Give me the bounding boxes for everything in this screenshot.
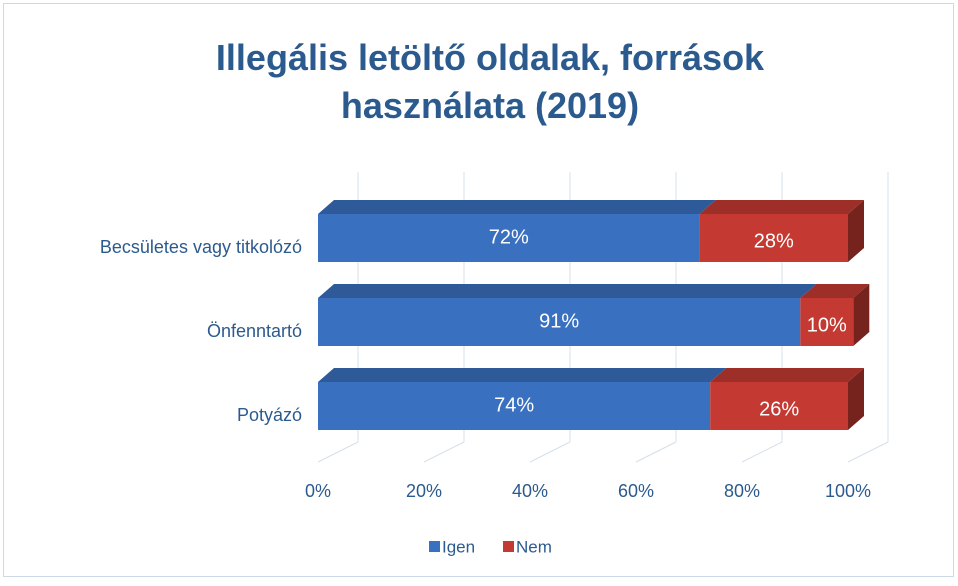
bar bbox=[699, 214, 848, 262]
legend-swatch bbox=[429, 541, 440, 552]
grid-line bbox=[847, 441, 889, 463]
x-tick-label: 20% bbox=[406, 481, 442, 501]
data-label: 91% bbox=[539, 310, 579, 332]
bar-top bbox=[710, 368, 864, 382]
bar-side bbox=[853, 284, 870, 346]
grid-line bbox=[529, 441, 571, 463]
bar bbox=[318, 214, 700, 262]
chart-title: Illegális letöltő oldalak, források haszn… bbox=[216, 37, 765, 126]
bar-top bbox=[318, 200, 716, 214]
x-tick-label: 60% bbox=[618, 481, 654, 501]
grid-line bbox=[317, 441, 359, 463]
bar bbox=[710, 382, 848, 430]
bar-side bbox=[848, 200, 864, 262]
bar-top bbox=[699, 200, 864, 214]
data-label: 72% bbox=[489, 226, 529, 248]
y-tick-label: Önfenntartó bbox=[207, 321, 302, 341]
bar-top bbox=[800, 284, 870, 298]
grid-line bbox=[741, 441, 783, 463]
data-label: 26% bbox=[759, 398, 799, 420]
data-label: 74% bbox=[494, 394, 534, 416]
grid-line bbox=[635, 441, 677, 463]
x-tick-label: 0% bbox=[305, 481, 331, 501]
bar bbox=[318, 298, 801, 346]
bar bbox=[800, 298, 854, 346]
bar-top bbox=[318, 284, 817, 298]
bar-side bbox=[848, 368, 864, 430]
data-label: 28% bbox=[754, 230, 794, 252]
legend-label: Igen bbox=[442, 537, 475, 556]
grid-line bbox=[423, 441, 465, 463]
y-tick-label: Potyázó bbox=[237, 405, 302, 425]
legend-swatch bbox=[503, 541, 514, 552]
x-tick-label: 80% bbox=[724, 481, 760, 501]
bar bbox=[318, 382, 711, 430]
legend-label: Nem bbox=[516, 537, 552, 556]
x-tick-label: 40% bbox=[512, 481, 548, 501]
x-tick-label: 100% bbox=[825, 481, 871, 501]
y-tick-label: Becsületes vagy titkolózó bbox=[100, 237, 302, 257]
data-label: 10% bbox=[807, 314, 847, 336]
bar-top bbox=[318, 368, 727, 382]
